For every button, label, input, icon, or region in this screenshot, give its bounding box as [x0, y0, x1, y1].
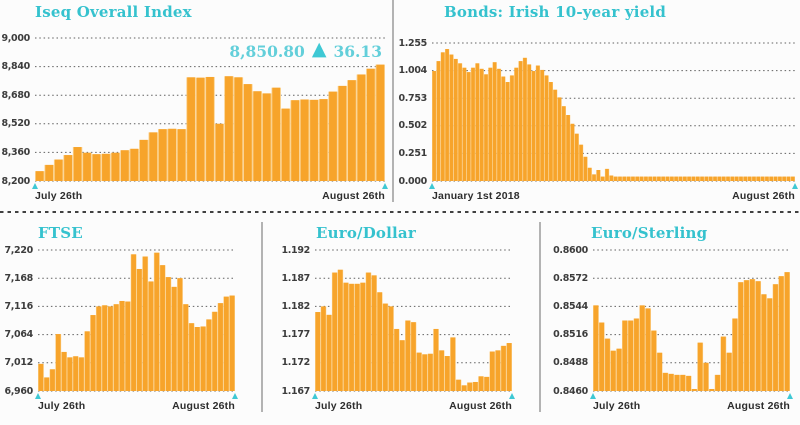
chart-panel-eurodollar: Euro/Dollar 1.192 1.187 1.182 1.177 1.172 1.1… [262, 218, 539, 425]
y-axis-tick-label: 1.172 [281, 357, 310, 369]
y-axis-tick-label: 7,064 [4, 329, 33, 341]
y-axis-tick-label: 0.502 [398, 120, 427, 132]
axis-start-marker-icon [32, 183, 38, 189]
x-axis-start-tick: July 26th [35, 393, 86, 412]
latest-value-annotation: 8,850.80 ▲ 36.13 [229, 38, 382, 62]
x-end-label: August 26th [172, 400, 235, 412]
bonds-plot-area: 1.255 1.004 0.753 0.502 0.251 0.000 [398, 38, 795, 187]
axis-end-marker-icon [382, 183, 388, 189]
change-value: 36.13 [333, 42, 382, 61]
axis-start-marker-icon [312, 393, 318, 399]
up-triangle-icon: ▲ [311, 38, 327, 60]
y-axis-tick-label: 0.8572 [553, 272, 588, 284]
x-end-label: August 26th [732, 190, 795, 202]
y-axis-tick-label: 1.004 [398, 65, 427, 77]
y-axis-tick-label: 8,680 [1, 89, 30, 101]
axis-end-marker-icon [232, 393, 238, 399]
chart-title-eurosterling: Euro/Sterling [591, 224, 708, 242]
x-start-label: July 26th [593, 400, 641, 412]
chart-title-eurodollar: Euro/Dollar [316, 224, 416, 242]
ftse-plot-area: 7,220 7,168 7,116 7,064 7,012 6,960 [4, 245, 235, 397]
bottom-panel-divider [261, 222, 263, 412]
x-axis-labels: July 26th August 26th [35, 393, 238, 419]
x-start-label: July 26th [35, 190, 83, 202]
iseq-plot-area: 9,000 8,840 8,680 8,520 8,360 8,200 [1, 33, 385, 187]
axis-end-marker-icon [787, 393, 793, 399]
chart-panel-eurosterling: Euro/Sterling 0.8600 0.8572 0.8544 0.8516 0.… [540, 218, 800, 425]
x-axis-start-tick: January 1st 2018 [429, 183, 520, 202]
x-axis-end-tick: August 26th [727, 393, 793, 412]
axis-start-marker-icon [429, 183, 435, 189]
chart-title-iseq: Iseq Overall Index [35, 3, 192, 21]
x-axis-labels: July 26th August 26th [32, 183, 388, 209]
y-axis-tick-label: 8,840 [1, 61, 30, 73]
x-axis-end-tick: August 26th [322, 183, 388, 202]
y-axis-tick-label: 8,200 [1, 175, 30, 187]
axis-start-marker-icon [35, 393, 41, 399]
bonds-bars [432, 42, 795, 182]
y-axis-tick-label: 0.8516 [553, 329, 588, 341]
x-axis-end-tick: August 26th [732, 183, 798, 202]
y-axis-tick-label: 0.8544 [553, 300, 588, 312]
y-axis-tick-label: 0.753 [398, 92, 427, 104]
eurosterling-bars [593, 249, 790, 392]
axis-start-marker-icon [590, 393, 596, 399]
y-axis-tick-label: 7,012 [4, 357, 33, 369]
y-axis-labels: 1.255 1.004 0.753 0.502 0.251 0.000 [387, 38, 427, 187]
x-axis-end-tick: August 26th [172, 393, 238, 412]
chart-panel-bonds: Bonds: Irish 10-year yield 1.255 1.004 0.7… [393, 0, 800, 212]
y-axis-tick-label: 1.255 [398, 37, 427, 49]
x-end-label: August 26th [449, 400, 512, 412]
bottom-panel-divider [539, 222, 541, 412]
y-axis-labels: 1.192 1.187 1.182 1.177 1.172 1.167 [270, 245, 310, 397]
y-axis-tick-label: 1.177 [281, 329, 310, 341]
y-axis-tick-label: 6,960 [4, 385, 33, 397]
y-axis-tick-label: 9,000 [1, 32, 30, 44]
eurodollar-bars [315, 249, 512, 392]
x-axis-start-tick: July 26th [590, 393, 641, 412]
axis-end-marker-icon [509, 393, 515, 399]
x-axis-end-tick: August 26th [449, 393, 515, 412]
x-end-label: August 26th [322, 190, 385, 202]
y-axis-tick-label: 1.182 [281, 300, 310, 312]
y-axis-tick-label: 0.8460 [553, 385, 588, 397]
x-axis-labels: January 1st 2018 August 26th [429, 183, 798, 209]
y-axis-tick-label: 1.192 [281, 244, 310, 256]
top-panel-divider [392, 0, 394, 202]
y-axis-tick-label: 7,220 [4, 244, 33, 256]
y-axis-tick-label: 1.167 [281, 385, 310, 397]
axis-end-marker-icon [792, 183, 798, 189]
y-axis-tick-label: 0.8600 [553, 244, 588, 256]
y-axis-labels: 9,000 8,840 8,680 8,520 8,360 8,200 [0, 33, 30, 187]
y-axis-tick-label: 0.000 [398, 175, 427, 187]
section-divider [0, 211, 800, 213]
x-axis-start-tick: July 26th [32, 183, 83, 202]
x-start-label: July 26th [315, 400, 363, 412]
chart-title-bonds: Bonds: Irish 10-year yield [444, 3, 667, 21]
eurodollar-plot-area: 1.192 1.187 1.182 1.177 1.172 1.167 [281, 245, 512, 397]
y-axis-labels: 7,220 7,168 7,116 7,064 7,012 6,960 [0, 245, 33, 397]
x-end-label: August 26th [727, 400, 790, 412]
chart-title-ftse: FTSE [38, 224, 83, 242]
eurosterling-plot-area: 0.8600 0.8572 0.8544 0.8516 0.8488 0.8460 [553, 245, 790, 397]
y-axis-labels: 0.8600 0.8572 0.8544 0.8516 0.8488 0.8460 [548, 245, 588, 397]
y-axis-tick-label: 7,116 [4, 300, 33, 312]
y-axis-tick-label: 1.187 [281, 272, 310, 284]
chart-panel-ftse: FTSE 7,220 7,168 7,116 7,064 7,012 6,960 July… [0, 218, 261, 425]
x-axis-start-tick: July 26th [312, 393, 363, 412]
y-axis-tick-label: 8,360 [1, 146, 30, 158]
x-start-label: January 1st 2018 [432, 190, 520, 202]
x-axis-labels: July 26th August 26th [590, 393, 793, 419]
x-start-label: July 26th [38, 400, 86, 412]
latest-value: 8,850.80 [229, 42, 305, 61]
y-axis-tick-label: 8,520 [1, 118, 30, 130]
y-axis-tick-label: 7,168 [4, 272, 33, 284]
iseq-bars [35, 37, 385, 182]
x-axis-labels: July 26th August 26th [312, 393, 515, 419]
ftse-bars [38, 249, 235, 392]
y-axis-tick-label: 0.251 [398, 147, 427, 159]
chart-panel-iseq: Iseq Overall Index 8,850.80 ▲ 36.13 9,00… [0, 0, 392, 212]
y-axis-tick-label: 0.8488 [553, 357, 588, 369]
